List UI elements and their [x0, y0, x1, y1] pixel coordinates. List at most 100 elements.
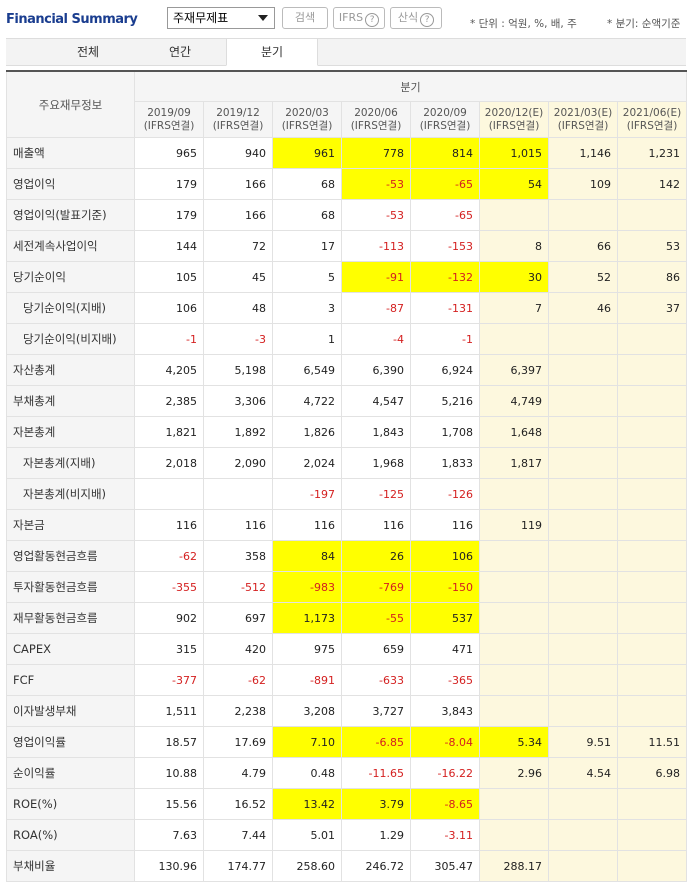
- cell: 4.79: [203, 757, 273, 789]
- period: 2020/03: [285, 106, 329, 119]
- cell: [548, 633, 618, 665]
- cell: -65: [410, 199, 480, 231]
- data-row: 영업활동현금흐름 -62 358 84 26 106: [6, 540, 687, 572]
- row-label: 영업활동현금흐름: [6, 540, 135, 572]
- cell: -125: [341, 478, 411, 510]
- cell: 4.54: [548, 757, 618, 789]
- cell: 1,892: [203, 416, 273, 448]
- cell: 144: [134, 230, 204, 262]
- cell: 2.96: [479, 757, 549, 789]
- cell: 5.34: [479, 726, 549, 758]
- cell: 30: [479, 261, 549, 293]
- cell: -62: [203, 664, 273, 696]
- row-label: 자본총계(비지배): [6, 478, 135, 510]
- column-header: 2019/09 (IFRS연결): [134, 101, 204, 138]
- cell: 130.96: [134, 850, 204, 882]
- cell: -132: [410, 261, 480, 293]
- cell: 7.63: [134, 819, 204, 851]
- period: 2019/12: [216, 106, 260, 119]
- period: 2020/06: [354, 106, 398, 119]
- row-label: 영업이익률: [6, 726, 135, 758]
- row-label: 당기순이익(지배): [6, 292, 135, 324]
- row-label: ROA(%): [6, 819, 135, 851]
- cell: 1.29: [341, 819, 411, 851]
- cell: 105: [134, 261, 204, 293]
- cell: 179: [134, 168, 204, 200]
- cell: 659: [341, 633, 411, 665]
- button-label: 산식: [397, 11, 419, 24]
- cell: 5.01: [272, 819, 342, 851]
- cell: 5,216: [410, 385, 480, 417]
- cell: 18.57: [134, 726, 204, 758]
- cell: [617, 602, 687, 634]
- cell: [617, 509, 687, 541]
- cell: 975: [272, 633, 342, 665]
- row-label: CAPEX: [6, 633, 135, 665]
- cell: [479, 664, 549, 696]
- data-row: 세전계속사업이익 144 72 17 -113 -153 8 66 53: [6, 230, 687, 262]
- cell: 9.51: [548, 726, 618, 758]
- cell: 86: [617, 261, 687, 293]
- basis: (IFRS연결): [143, 119, 195, 132]
- cell: [548, 509, 618, 541]
- cell: -150: [410, 571, 480, 603]
- cell: 106: [134, 292, 204, 324]
- cell: -3.11: [410, 819, 480, 851]
- cell: 358: [203, 540, 273, 572]
- cell: [617, 571, 687, 603]
- cell: 116: [410, 509, 480, 541]
- cell: -4: [341, 323, 411, 355]
- statement-select[interactable]: 주재무제표: [167, 7, 275, 29]
- data-row: 영업이익 179 166 68 -53 -65 54 109 142: [6, 168, 687, 200]
- cell: 1,015: [479, 137, 549, 169]
- cell: [479, 199, 549, 231]
- cell: 288.17: [479, 850, 549, 882]
- cell: [134, 478, 204, 510]
- cell: [548, 416, 618, 448]
- cell: -11.65: [341, 757, 411, 789]
- cell: [479, 695, 549, 727]
- cell: [617, 850, 687, 882]
- basis: (IFRS연결): [488, 119, 540, 132]
- cell: [479, 478, 549, 510]
- cell: 3,727: [341, 695, 411, 727]
- column-header: 2020/12(E) (IFRS연결): [479, 101, 549, 138]
- cell: 4,749: [479, 385, 549, 417]
- cell: 3.79: [341, 788, 411, 820]
- cell: 48: [203, 292, 273, 324]
- search-button[interactable]: 검색: [282, 7, 328, 29]
- cell: -365: [410, 664, 480, 696]
- cell: -53: [341, 168, 411, 200]
- cell: 902: [134, 602, 204, 634]
- column-header: 2020/06 (IFRS연결): [341, 101, 411, 138]
- data-row: 당기순이익(지배) 106 48 3 -87 -131 7 46 37: [6, 292, 687, 324]
- cell: [617, 447, 687, 479]
- row-label: 자산총계: [6, 354, 135, 386]
- cell: [203, 478, 273, 510]
- cell: 5,198: [203, 354, 273, 386]
- ifrs-button[interactable]: IFRS?: [333, 7, 385, 29]
- cell: [548, 602, 618, 634]
- cell: [617, 478, 687, 510]
- row-label: 매출액: [6, 137, 135, 169]
- cell: 965: [134, 137, 204, 169]
- tab[interactable]: 분기: [226, 38, 318, 66]
- cell: 2,024: [272, 447, 342, 479]
- cell: -6.85: [341, 726, 411, 758]
- column-header: 2021/03(E) (IFRS연결): [548, 101, 618, 138]
- tab[interactable]: 연간: [168, 45, 192, 59]
- basis: (IFRS연결): [212, 119, 264, 132]
- cell: 68: [272, 199, 342, 231]
- tab[interactable]: 전체: [76, 45, 100, 59]
- formula-button[interactable]: 산식?: [390, 7, 442, 29]
- row-label: 자본금: [6, 509, 135, 541]
- header-row: 2019/09 (IFRS연결) 2019/12 (IFRS연결) 2020/03 (IF…: [7, 101, 687, 138]
- column-header: 2021/06(E) (IFRS연결): [617, 101, 687, 138]
- cell: 1,708: [410, 416, 480, 448]
- financial-table: 주요재무정보 분기 2019/09 (IFRS연결) 2019/12 (IFRS연결) 20…: [6, 70, 687, 882]
- cell: 109: [548, 168, 618, 200]
- data-row: 자본금 116 116 116 116 116 119: [6, 509, 687, 541]
- column-header: 2019/12 (IFRS연결): [203, 101, 273, 138]
- cell: 4,205: [134, 354, 204, 386]
- column-header: 2020/09 (IFRS연결): [410, 101, 480, 138]
